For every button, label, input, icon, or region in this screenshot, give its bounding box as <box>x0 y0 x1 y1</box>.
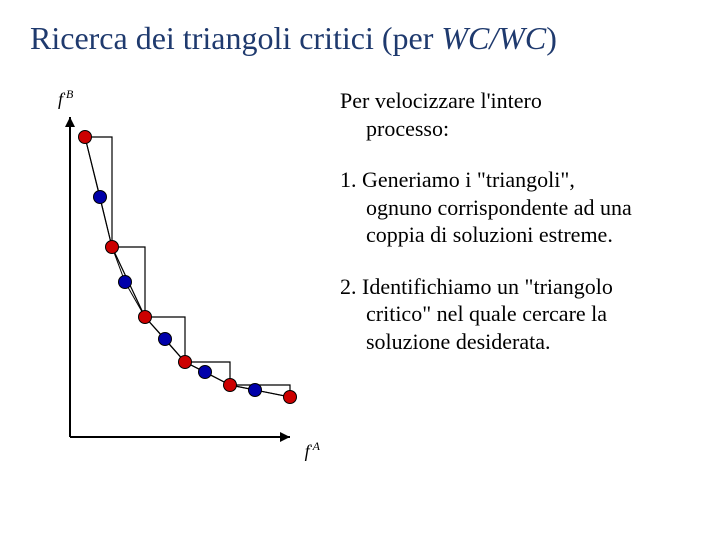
content-row: f·B f·A Per velocizzare l'intero process… <box>30 87 690 467</box>
slide-title: Ricerca dei triangoli critici (per WC/WC… <box>30 20 690 57</box>
title-text: Ricerca dei triangoli critici (per <box>30 20 441 56</box>
item1-line2: ognuno corrispondente ad una <box>340 195 632 220</box>
intro-line1: Per velocizzare l'intero <box>340 88 542 113</box>
item1-paragraph: 1. Generiamo i "triangoli", ognuno corri… <box>340 166 690 249</box>
chart-area: f·B f·A <box>30 87 330 467</box>
pareto-chart <box>50 107 310 447</box>
item2-line3: soluzione desiderata. <box>340 329 551 354</box>
item2-paragraph: 2. Identifichiamo un "triangolo critico"… <box>340 273 690 356</box>
item2-line2: critico" nel quale cercare la <box>340 301 607 326</box>
ylabel-sup: ·B <box>63 87 73 101</box>
x-axis-label: f·A <box>305 439 320 462</box>
text-column: Per velocizzare l'intero processo: 1. Ge… <box>340 87 690 467</box>
xlabel-sup: ·A <box>310 439 320 453</box>
intro-line2: processo: <box>340 116 449 141</box>
item1-line3: coppia di soluzioni estreme. <box>340 222 613 247</box>
item1-line1: 1. Generiamo i "triangoli", <box>340 167 575 192</box>
title-italic: WC/WC <box>441 20 546 56</box>
item2-line1: 2. Identifichiamo un "triangolo <box>340 274 613 299</box>
title-close: ) <box>546 20 557 56</box>
intro-paragraph: Per velocizzare l'intero processo: <box>340 87 690 142</box>
